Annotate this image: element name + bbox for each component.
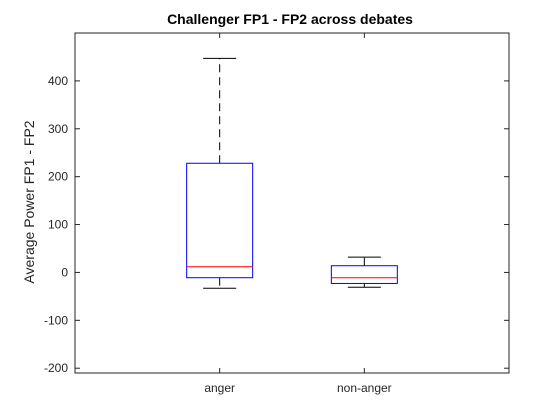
chart-title: Challenger FP1 - FP2 across debates: [167, 11, 413, 27]
box-iqr: [330, 265, 398, 284]
y-axis-label: Average Power FP1 - FP2: [21, 120, 37, 283]
y-tick-label: 300: [48, 122, 68, 136]
y-tick-label: 200: [48, 170, 68, 184]
axes-frame: [74, 32, 510, 374]
y-tick-label: -100: [44, 313, 68, 327]
plot-area: -200 -100 0 100 200 300 400 anger non-anger: [44, 32, 510, 395]
y-tick-label: -200: [44, 361, 68, 375]
y-tick-label: 400: [48, 74, 68, 88]
y-tick-label: 100: [48, 218, 68, 232]
x-tick-label: anger: [204, 381, 235, 395]
box-iqr: [186, 162, 254, 279]
y-tick-label: 0: [61, 265, 68, 279]
x-tick-label: non-anger: [337, 381, 392, 395]
